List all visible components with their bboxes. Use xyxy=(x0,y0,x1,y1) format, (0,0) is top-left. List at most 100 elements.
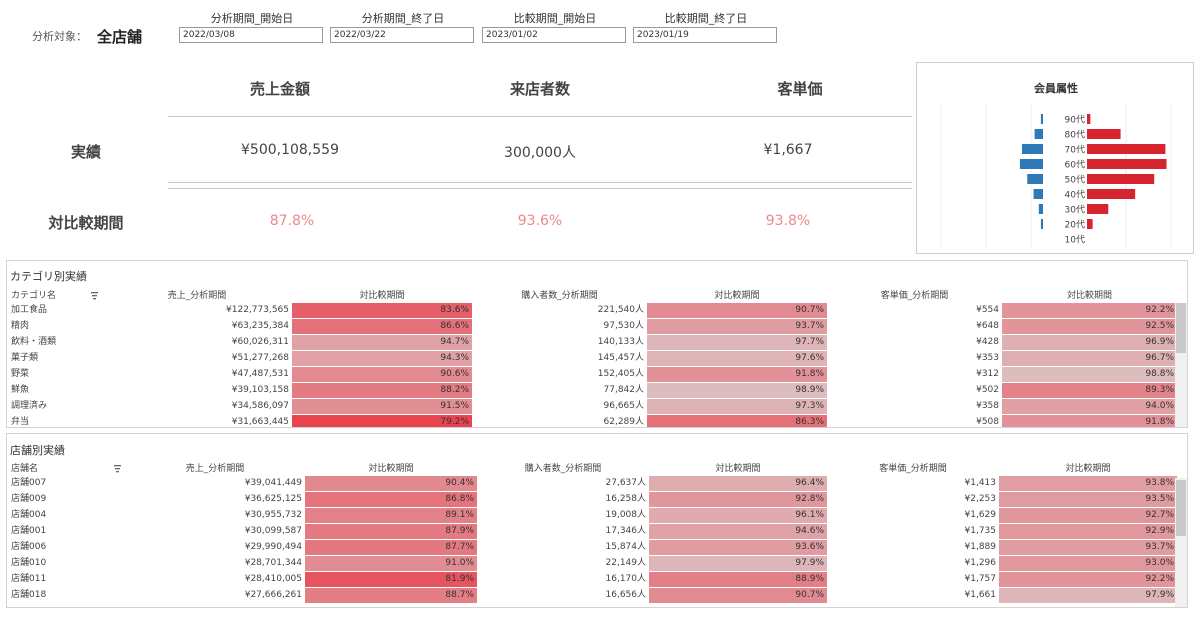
row-name-cell: 野菜 xyxy=(7,366,102,383)
bar-left-40代[interactable] xyxy=(1033,189,1043,199)
filter-analysis-end-input[interactable]: 2022/03/22 xyxy=(330,27,474,43)
table-row[interactable]: 店舗009 ¥36,625,125 86.8% 16,258人 92.8% ¥2,253 9… xyxy=(7,491,1177,508)
table-row[interactable]: 店舗010 ¥28,701,344 91.0% 22,149人 97.9% ¥1,296 9… xyxy=(7,555,1177,572)
bar-right-70代[interactable] xyxy=(1087,144,1166,154)
row-sales-pct-cell: 83.6% xyxy=(292,303,472,319)
table-row[interactable]: 店舗011 ¥28,410,005 81.9% 16,170人 88.9% ¥1,757 9… xyxy=(7,571,1177,588)
table-row[interactable]: 精肉 ¥63,235,384 86.6% 97,530人 93.7% ¥648 92.5% xyxy=(7,318,1177,335)
table-row[interactable]: 菓子類 ¥51,277,268 94.3% 145,457人 97.6% ¥353 96.7… xyxy=(7,350,1177,367)
table-row[interactable]: 店舗007 ¥39,041,449 90.4% 27,637人 96.4% ¥1,413 9… xyxy=(7,476,1177,492)
row-name-cell: 店舗007 xyxy=(7,476,125,492)
row-buyers-pct-cell: 97.9% xyxy=(649,555,827,572)
row-sales-pct-cell: 79.2% xyxy=(292,414,472,427)
bar-left-20代[interactable] xyxy=(1040,219,1043,229)
table-row[interactable]: 店舗018 ¥27,666,261 88.7% 16,656人 90.7% ¥1,661 9… xyxy=(7,587,1177,604)
category-header-price-pct[interactable]: 対比較期間 xyxy=(1066,291,1112,301)
row-buyers-pct-cell: 91.8% xyxy=(647,366,827,383)
row-sales-cell: ¥51,277,268 xyxy=(102,350,292,367)
bar-right-60代[interactable] xyxy=(1087,159,1167,169)
filter-compare-end-label: 比較期間_終了日 xyxy=(664,12,748,25)
store-table-scroll-thumb[interactable] xyxy=(1176,480,1186,536)
row-sales-cell: ¥39,041,449 xyxy=(125,476,305,492)
bar-left-70代[interactable] xyxy=(1022,144,1043,154)
filter-analysis-start: 分析期間_開始日 2022/03/08 xyxy=(179,10,325,43)
age-label: 10代 xyxy=(1065,235,1085,246)
filter-compare-start-input[interactable]: 2023/01/02 xyxy=(482,27,626,43)
age-label: 50代 xyxy=(1065,175,1085,186)
bar-left-90代[interactable] xyxy=(1040,114,1043,124)
category-header-buyers-pct[interactable]: 対比較期間 xyxy=(714,291,760,301)
store-header-buyers[interactable]: 購入者数_分析期間 xyxy=(524,464,602,474)
bar-left-60代[interactable] xyxy=(1019,159,1043,169)
filter-analysis-end-label: 分析期間_終了日 xyxy=(361,12,445,25)
row-sales-cell: ¥122,773,565 xyxy=(102,303,292,319)
row-sales-pct-cell: 86.8% xyxy=(305,491,477,508)
age-label: 70代 xyxy=(1065,145,1085,156)
table-row[interactable]: 店舗004 ¥30,955,732 89.1% 19,008人 96.1% ¥1,629 9… xyxy=(7,507,1177,524)
table-row[interactable]: 加工食品 ¥122,773,565 83.6% 221,540人 90.7% ¥554 92… xyxy=(7,303,1177,319)
store-header-sales-pct[interactable]: 対比較期間 xyxy=(368,464,414,474)
row-sales-cell: ¥30,099,587 xyxy=(125,523,305,540)
row-name-cell: 店舗001 xyxy=(7,523,125,540)
bar-right-80代[interactable] xyxy=(1087,129,1121,139)
store-header-price[interactable]: 客単価_分析期間 xyxy=(879,464,947,474)
bar-right-90代[interactable] xyxy=(1087,114,1091,124)
table-row[interactable]: 店舗001 ¥30,099,587 87.9% 17,346人 94.6% ¥1,735 9… xyxy=(7,523,1177,540)
row-buyers-cell: 96,665人 xyxy=(472,398,647,415)
analysis-target-value[interactable]: 全店舗 xyxy=(97,28,143,46)
store-table-scrollbar[interactable] xyxy=(1175,478,1187,607)
row-name-cell: 店舗009 xyxy=(7,491,125,508)
bar-left-50代[interactable] xyxy=(1027,174,1043,184)
row-name-cell: 弁当 xyxy=(7,414,102,427)
table-row[interactable]: 弁当 ¥31,663,445 79.2% 62,289人 86.3% ¥508 91.8% xyxy=(7,414,1177,427)
table-row[interactable]: 調理済み ¥34,586,097 91.5% 96,665人 97.3% ¥358 94.0… xyxy=(7,398,1177,415)
category-header-sales-pct[interactable]: 対比較期間 xyxy=(359,291,405,301)
store-header-buyers-pct[interactable]: 対比較期間 xyxy=(715,464,761,474)
row-price-cell: ¥1,889 xyxy=(827,539,999,556)
kpi-compare-visitors: 93.6% xyxy=(517,213,563,229)
category-header-sales[interactable]: 売上_分析期間 xyxy=(167,291,227,301)
row-sales-cell: ¥47,487,531 xyxy=(102,366,292,383)
row-buyers-cell: 27,637人 xyxy=(477,476,649,492)
bar-left-30代[interactable] xyxy=(1038,204,1043,214)
category-table-scrollbar[interactable] xyxy=(1175,303,1187,427)
row-buyers-pct-cell: 86.3% xyxy=(647,414,827,427)
member-attribute-chart: 90代 80代 70代 60代 50代 40代 30代 20代 10代 xyxy=(940,103,1172,248)
filter-analysis-start-input[interactable]: 2022/03/08 xyxy=(179,27,323,43)
store-table-title: 店舗別実績 xyxy=(10,444,65,457)
row-sales-pct-cell: 90.4% xyxy=(305,476,477,492)
store-header-name[interactable]: 店舗名 xyxy=(7,462,125,476)
row-sales-cell: ¥27,666,261 xyxy=(125,587,305,604)
row-name-cell: 店舗004 xyxy=(7,507,125,524)
sort-icon[interactable] xyxy=(114,465,121,473)
sort-icon[interactable] xyxy=(91,292,98,300)
category-header-price[interactable]: 客単価_分析期間 xyxy=(880,291,949,301)
table-row[interactable]: 店舗006 ¥29,990,494 87.7% 15,874人 93.6% ¥1,889 9… xyxy=(7,539,1177,556)
bar-right-50代[interactable] xyxy=(1087,174,1155,184)
table-row[interactable]: 飲料・酒類 ¥60,026,311 94.7% 140,133人 97.7% ¥428 96… xyxy=(7,334,1177,351)
row-buyers-pct-cell: 97.6% xyxy=(647,350,827,367)
bar-right-40代[interactable] xyxy=(1087,189,1136,199)
bar-right-20代[interactable] xyxy=(1087,219,1093,229)
filter-compare-end-input[interactable]: 2023/01/19 xyxy=(633,27,777,43)
bar-right-30代[interactable] xyxy=(1087,204,1109,214)
table-row[interactable]: 鮮魚 ¥39,103,158 88.2% 77,842人 98.9% ¥502 89.3% xyxy=(7,382,1177,399)
row-sales-cell: ¥29,990,494 xyxy=(125,539,305,556)
row-buyers-pct-cell: 90.7% xyxy=(647,303,827,319)
kpi-divider-mid-1 xyxy=(168,182,912,183)
category-header-buyers[interactable]: 購入者数_分析期間 xyxy=(521,291,598,301)
bar-left-80代[interactable] xyxy=(1034,129,1043,139)
row-buyers-pct-cell: 96.4% xyxy=(649,476,827,492)
row-price-cell: ¥502 xyxy=(827,382,1002,399)
store-header-price-pct[interactable]: 対比較期間 xyxy=(1065,464,1111,474)
store-header-sales[interactable]: 売上_分析期間 xyxy=(185,464,245,474)
row-sales-pct-cell: 89.1% xyxy=(305,507,477,524)
row-price-cell: ¥312 xyxy=(827,366,1002,383)
analysis-target-label: 分析対象： xyxy=(32,30,87,43)
row-buyers-cell: 221,540人 xyxy=(472,303,647,319)
category-header-name[interactable]: カテゴリ名 xyxy=(7,289,102,303)
category-table-scroll-thumb[interactable] xyxy=(1176,303,1186,353)
row-price-pct-cell: 93.0% xyxy=(999,555,1177,572)
table-row[interactable]: 野菜 ¥47,487,531 90.6% 152,405人 91.8% ¥312 98.8% xyxy=(7,366,1177,383)
